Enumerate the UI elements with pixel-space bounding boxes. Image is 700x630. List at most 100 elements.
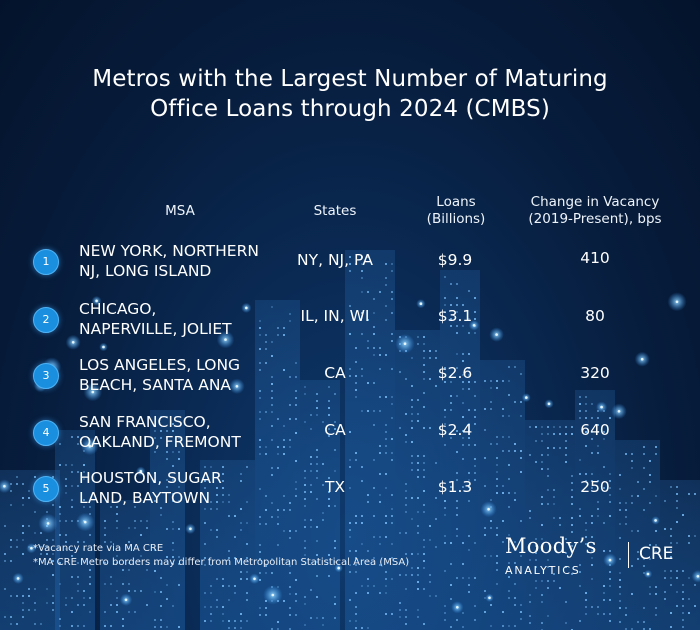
window-light: [379, 473, 381, 475]
window-light: [450, 318, 452, 320]
window-light: [444, 570, 446, 572]
window-light: [166, 444, 168, 446]
window-light: [423, 553, 425, 555]
light-point: [487, 507, 490, 511]
window-light: [664, 528, 666, 530]
window-light: [34, 602, 36, 604]
light-point: [403, 342, 407, 346]
window-light: [172, 493, 174, 495]
window-light: [619, 586, 621, 588]
window-light: [474, 577, 476, 579]
window-light: [379, 445, 381, 447]
window-light: [373, 312, 375, 314]
window-light: [304, 505, 306, 507]
window-light: [367, 627, 369, 629]
window-light: [16, 476, 18, 478]
window-light: [423, 343, 425, 345]
window-light: [643, 446, 645, 448]
window-light: [265, 509, 267, 511]
window-light: [52, 504, 54, 506]
window-light: [140, 590, 142, 592]
window-light: [110, 625, 112, 627]
window-light: [529, 615, 531, 617]
light-point: [646, 572, 650, 576]
window-light: [450, 402, 452, 404]
window-light: [474, 619, 476, 621]
window-light: [259, 523, 261, 525]
window-light: [565, 433, 567, 435]
window-light: [391, 270, 393, 272]
window-light: [259, 411, 261, 413]
window-light: [52, 553, 54, 555]
window-light: [216, 501, 218, 503]
window-light: [172, 430, 174, 432]
window-light: [295, 397, 297, 399]
window-light: [484, 380, 486, 382]
window-light: [71, 485, 73, 487]
window-light: [435, 497, 437, 499]
footnote-metro-borders: *MA CRE Metro borders may differ from Me…: [33, 557, 410, 568]
rank-badge: 5: [33, 476, 59, 502]
vacancy-change-value: 410: [580, 249, 610, 267]
window-light: [385, 263, 387, 265]
building-silhouette: [395, 330, 440, 630]
window-light: [271, 355, 273, 357]
window-light: [240, 473, 242, 475]
window-light: [508, 625, 510, 627]
loans-value: $2.4: [437, 421, 473, 439]
window-light: [541, 524, 543, 526]
window-light: [670, 556, 672, 558]
window-light: [619, 502, 621, 504]
window-light: [541, 433, 543, 435]
window-light: [429, 581, 431, 583]
window-light: [160, 605, 162, 607]
window-light: [310, 526, 312, 528]
window-light: [484, 429, 486, 431]
window-light: [283, 495, 285, 497]
window-light: [277, 467, 279, 469]
window-light: [289, 509, 291, 511]
window-light: [484, 555, 486, 557]
window-light: [462, 444, 464, 446]
window-light: [664, 570, 666, 572]
window-light: [591, 417, 593, 419]
title-line-1: Metros with the Largest Number of Maturi…: [92, 66, 608, 92]
window-light: [52, 539, 54, 541]
window-light: [456, 577, 458, 579]
window-light: [10, 560, 12, 562]
window-light: [484, 590, 486, 592]
window-light: [391, 298, 393, 300]
window-light: [40, 546, 42, 548]
window-light: [295, 481, 297, 483]
window-light: [304, 540, 306, 542]
window-light: [240, 571, 242, 573]
window-light: [456, 430, 458, 432]
window-light: [204, 466, 206, 468]
window-light: [83, 625, 85, 627]
window-light: [385, 578, 387, 580]
window-light: [277, 418, 279, 420]
window-light: [154, 619, 156, 621]
building-silhouette: [660, 480, 700, 630]
window-light: [367, 347, 369, 349]
window-light: [385, 431, 387, 433]
window-light: [328, 477, 330, 479]
window-light: [637, 558, 639, 560]
window-light: [116, 513, 118, 515]
window-light: [417, 574, 419, 576]
window-light: [310, 456, 312, 458]
window-light: [385, 445, 387, 447]
window-light: [547, 475, 549, 477]
window-light: [355, 620, 357, 622]
window-light: [216, 508, 218, 510]
window-light: [295, 404, 297, 406]
window-light: [468, 591, 470, 593]
window-light: [295, 418, 297, 420]
window-light: [289, 404, 291, 406]
window-light: [166, 528, 168, 530]
building-silhouette: [255, 300, 300, 630]
window-light: [391, 459, 393, 461]
window-light: [490, 408, 492, 410]
window-light: [609, 571, 611, 573]
window-light: [547, 433, 549, 435]
